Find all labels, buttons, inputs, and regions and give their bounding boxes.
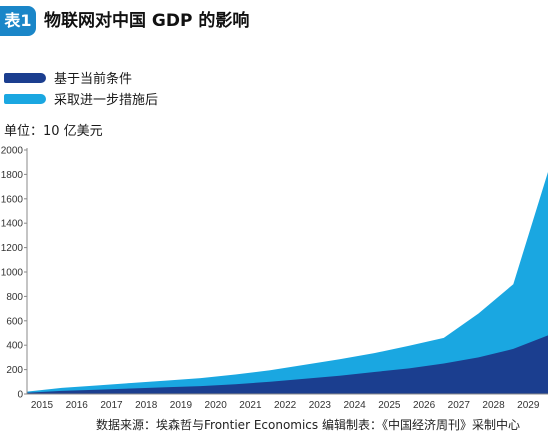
- y-tick-label: 400: [6, 341, 23, 352]
- x-tick-label: 2026: [413, 400, 436, 411]
- x-tick-label: 2017: [100, 400, 123, 411]
- chart-title: 物联网对中国 GDP 的影响: [44, 11, 250, 31]
- chart-header: 表1 物联网对中国 GDP 的影响: [0, 6, 550, 36]
- source-note: 数据来源：埃森哲与Frontier Economics 编辑制表：《中国经济周刊…: [96, 418, 520, 432]
- x-tick-label: 2015: [31, 400, 54, 411]
- legend-label-current: 基于当前条件: [54, 72, 133, 87]
- series-area-0: [27, 335, 548, 394]
- y-tick-label: 2000: [1, 146, 24, 157]
- y-tick-label: 1400: [1, 219, 24, 230]
- x-tick-label: 2019: [170, 400, 193, 411]
- x-tick-label: 2020: [205, 400, 228, 411]
- x-tick-label: 2023: [309, 400, 332, 411]
- x-tick-label: 2025: [378, 400, 401, 411]
- x-tick-label: 2028: [482, 400, 505, 411]
- y-tick-label: 1800: [1, 170, 24, 181]
- legend-label-further: 采取进一步措施后: [54, 93, 159, 108]
- x-tick-label: 2021: [239, 400, 262, 411]
- y-tick-label: 600: [6, 316, 23, 327]
- y-tick-label: 800: [6, 292, 23, 303]
- legend-swatch-further: [4, 94, 46, 104]
- x-tick-label: 2016: [66, 400, 89, 411]
- y-tick-label: 0: [17, 390, 23, 401]
- x-tick-label: 2029: [517, 400, 540, 411]
- x-tick-label: 2018: [135, 400, 158, 411]
- y-tick-label: 1200: [1, 243, 24, 254]
- y-tick-label: 1000: [1, 268, 24, 279]
- x-tick-label: 2024: [343, 400, 366, 411]
- x-tick-label: 2027: [448, 400, 471, 411]
- y-tick-label: 200: [6, 365, 23, 376]
- unit-label: 单位：10 亿美元: [4, 124, 103, 139]
- legend-swatch-current: [4, 73, 46, 83]
- y-tick-label: 1600: [1, 194, 24, 205]
- table-number-badge: 表1: [0, 6, 36, 36]
- x-tick-label: 2022: [274, 400, 297, 411]
